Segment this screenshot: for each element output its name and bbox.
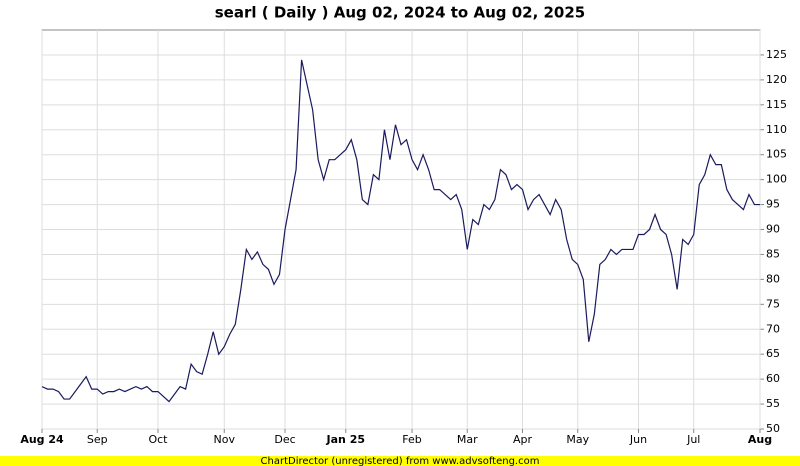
y-tick-label: 50 bbox=[766, 422, 780, 435]
x-tick-label: Apr bbox=[513, 433, 533, 446]
chart-title: searl ( Daily ) Aug 02, 2024 to Aug 02, … bbox=[215, 4, 586, 22]
footer-bar bbox=[0, 456, 800, 466]
x-tick-label: Jun bbox=[629, 433, 647, 446]
y-tick-label: 75 bbox=[766, 297, 780, 310]
y-tick-label: 90 bbox=[766, 223, 780, 236]
x-tick-label: Oct bbox=[148, 433, 168, 446]
x-tick-label: Feb bbox=[402, 433, 421, 446]
y-tick-label: 65 bbox=[766, 347, 780, 360]
y-tick-label: 110 bbox=[766, 123, 787, 136]
y-tick-label: 95 bbox=[766, 198, 780, 211]
x-tick-label: Jul bbox=[686, 433, 700, 446]
footer: ChartDirector (unregistered) from www.ad… bbox=[261, 456, 540, 466]
y-tick-label: 115 bbox=[766, 98, 787, 111]
y-tick-label: 100 bbox=[766, 173, 787, 186]
x-tick-label: Sep bbox=[87, 433, 108, 446]
y-tick-label: 60 bbox=[766, 372, 780, 385]
x-tick-label: May bbox=[566, 433, 589, 446]
y-tick-label: 85 bbox=[766, 247, 780, 260]
y-tick-label: 125 bbox=[766, 48, 787, 61]
x-tick-label: Mar bbox=[457, 433, 478, 446]
y-tick-label: 55 bbox=[766, 397, 780, 410]
x-tick-label: Aug 24 bbox=[20, 433, 64, 446]
y-tick-label: 120 bbox=[766, 73, 787, 86]
price-line bbox=[41, 59, 760, 403]
y-tick-label: 105 bbox=[766, 148, 787, 161]
y-tick-label: 80 bbox=[766, 272, 780, 285]
x-tick-label: Nov bbox=[214, 433, 236, 446]
x-tick-label: Dec bbox=[274, 433, 295, 446]
x-tick-label: Jan 25 bbox=[326, 433, 365, 446]
y-tick-label: 70 bbox=[766, 322, 780, 335]
x-tick-label: Aug bbox=[748, 433, 772, 446]
